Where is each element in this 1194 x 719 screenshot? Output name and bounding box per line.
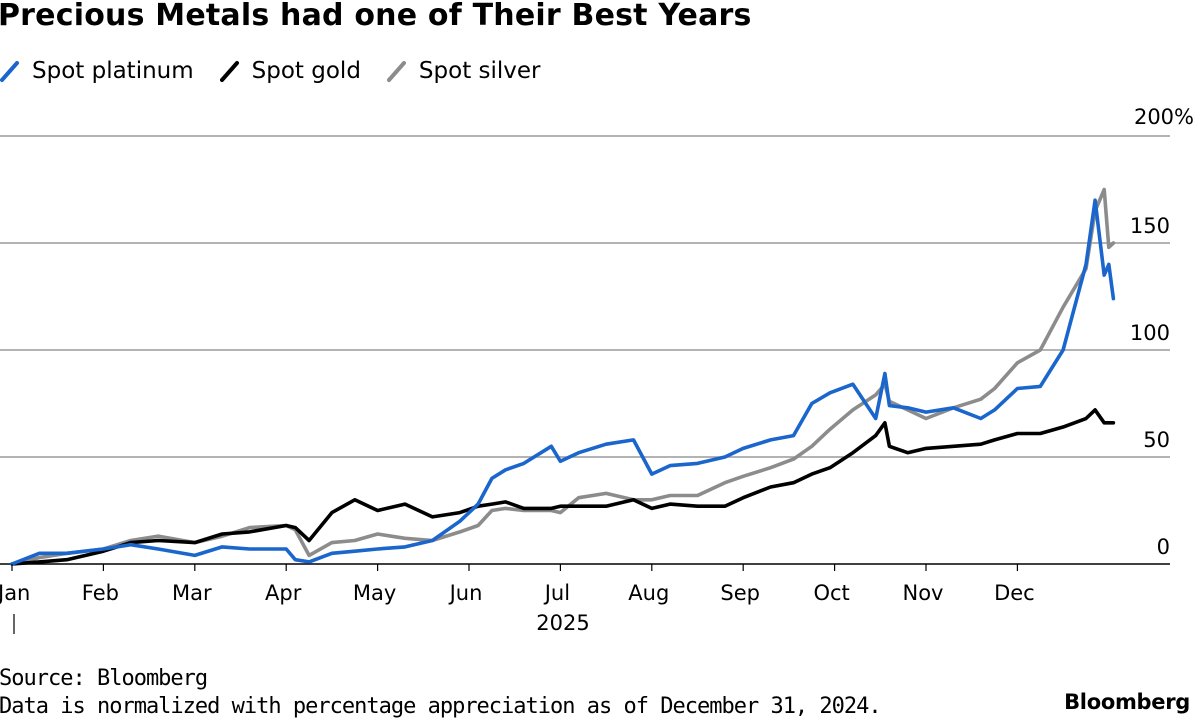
x-tick-label: Apr [265,581,302,605]
chart-title: Precious Metals had one of Their Best Ye… [0,0,752,33]
y-tick-label: 100 [1130,321,1170,345]
series-line-spot-gold [10,408,1116,566]
x-tick-label: Aug [628,581,669,605]
y-tick-label: 0 [1157,535,1170,559]
y-tick-label: 50 [1143,428,1170,452]
legend-label-gold: Spot gold [251,58,361,84]
x-tick-label: Jan [0,581,30,605]
legend-swatch-gold-icon [219,61,239,82]
x-tick-label: Nov [903,581,944,605]
x-tick-label: Feb [82,581,119,605]
x-axis: Jan Feb Mar Apr May Jun Jul Aug Sep Oct Nov Dec 2025 [0,564,1035,635]
legend-item-platinum: Spot platinum [0,58,194,84]
x-tick-label: Oct [813,581,849,605]
legend-item-silver: Spot silver [386,58,541,84]
y-axis-labels: 0 50 100 150 200% [1130,105,1194,559]
source-note: Source: Bloomberg [0,666,208,691]
legend-swatch-platinum-icon [0,61,19,82]
legend-label-silver: Spot silver [418,58,541,84]
x-tick-label: Sep [720,581,760,605]
data-note: Data is normalized with percentage appre… [0,694,882,719]
legend-item-gold: Spot gold [219,58,361,84]
series-lines [10,187,1116,566]
y-tick-label: 200% [1134,105,1194,129]
x-tick-label: Jun [448,581,483,605]
x-tick-label: Mar [172,581,212,605]
legend: Spot platinum Spot gold Spot silver [0,56,567,86]
x-tick-label: Jul [543,581,570,605]
legend-label-platinum: Spot platinum [32,58,194,84]
x-axis-year-label: 2025 [536,611,589,635]
x-tick-label: May [353,581,396,605]
x-tick-label: Dec [994,581,1035,605]
legend-swatch-silver-icon [386,61,406,82]
bloomberg-logo: Bloomberg [1064,690,1190,714]
y-tick-label: 150 [1130,214,1170,238]
gridlines [0,135,1170,565]
series-line-spot-platinum [10,198,1116,566]
